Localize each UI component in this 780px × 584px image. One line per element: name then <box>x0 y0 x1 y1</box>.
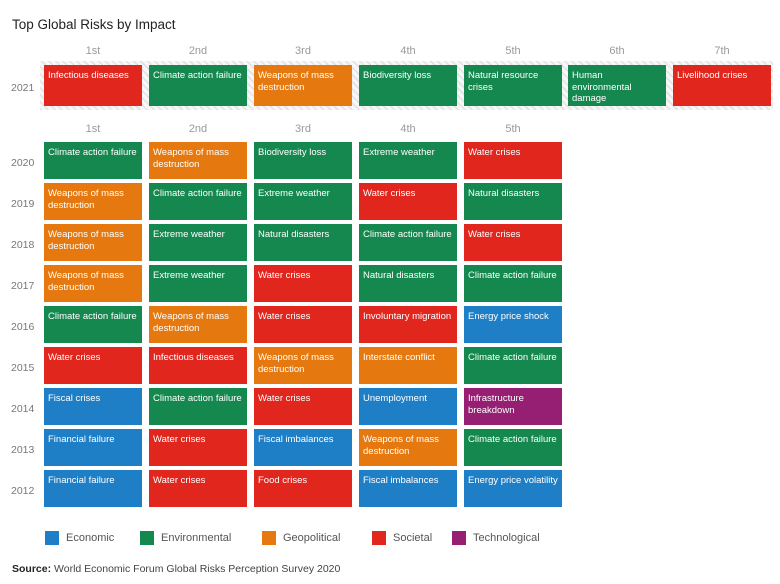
year-label: 2019 <box>11 198 35 210</box>
risk-cell: Extreme weather <box>149 265 247 302</box>
risk-cell: Climate action failure <box>464 265 562 302</box>
risk-cell: Food crises <box>254 470 352 507</box>
risk-cell: Climate action failure <box>464 347 562 384</box>
rank-label: 2nd <box>188 123 208 135</box>
risk-cell: Livelihood crises <box>673 65 771 106</box>
risk-cell: Interstate conflict <box>359 347 457 384</box>
risk-cell: Weapons of mass destruction <box>254 347 352 384</box>
risk-cell: Human environmental damage <box>568 65 666 106</box>
rank-label: 4th <box>400 123 416 135</box>
risk-cell: Climate action failure <box>149 65 247 106</box>
year-label: 2020 <box>11 157 35 169</box>
risk-cell: Biodiversity loss <box>359 65 457 106</box>
risk-cell: Water crises <box>254 306 352 343</box>
risk-cell: Natural disasters <box>254 224 352 261</box>
risk-cell: Natural resource crises <box>464 65 562 106</box>
risk-cell: Extreme weather <box>359 142 457 179</box>
risk-cell: Fiscal imbalances <box>254 429 352 466</box>
year-label: 2021 <box>11 82 35 94</box>
risk-cell: Water crises <box>359 183 457 220</box>
rank-label: 3rd <box>295 123 311 135</box>
risk-cell: Climate action failure <box>149 183 247 220</box>
risk-cell: Water crises <box>44 347 142 384</box>
year-label: 2016 <box>11 321 35 333</box>
rank-label: 4th <box>400 45 416 57</box>
risk-cell: Energy price volatility <box>464 470 562 507</box>
legend-label: Economic <box>66 532 115 544</box>
risk-cell: Climate action failure <box>149 388 247 425</box>
rank-label: 5th <box>505 123 521 135</box>
risk-cell: Infrastructure breakdown <box>464 388 562 425</box>
risk-cell: Biodiversity loss <box>254 142 352 179</box>
risk-cell: Infectious diseases <box>149 347 247 384</box>
rank-label: 5th <box>505 45 521 57</box>
risk-cell: Unemployment <box>359 388 457 425</box>
rank-label: 1st <box>85 45 101 57</box>
risk-cell: Infectious diseases <box>44 65 142 106</box>
chart-title: Top Global Risks by Impact <box>12 17 176 32</box>
legend-label: Technological <box>473 532 540 544</box>
risk-cell: Weapons of mass destruction <box>149 142 247 179</box>
year-label: 2018 <box>11 239 35 251</box>
risk-cell: Extreme weather <box>254 183 352 220</box>
risk-cell: Water crises <box>254 388 352 425</box>
rank-label: 1st <box>85 123 101 135</box>
risk-cell: Energy price shock <box>464 306 562 343</box>
year-label: 2017 <box>11 280 35 292</box>
rank-label: 7th <box>714 45 730 57</box>
source-text: World Economic Forum Global Risks Percep… <box>54 563 341 575</box>
rank-label: 2nd <box>188 45 208 57</box>
year-label: 2012 <box>11 485 35 497</box>
risk-cell: Water crises <box>464 224 562 261</box>
risk-cell: Fiscal crises <box>44 388 142 425</box>
risk-cell: Weapons of mass destruction <box>44 265 142 302</box>
legend-label: Societal <box>393 532 433 544</box>
risk-cell: Water crises <box>464 142 562 179</box>
risk-cell: Water crises <box>149 470 247 507</box>
source-note: Source: World Economic Forum Global Risk… <box>12 563 340 575</box>
rank-label: 6th <box>609 45 625 57</box>
risk-cell: Natural disasters <box>464 183 562 220</box>
legend-swatch <box>372 531 386 545</box>
risk-cell: Climate action failure <box>44 306 142 343</box>
legend-label: Environmental <box>161 532 232 544</box>
year-label: 2014 <box>11 403 35 415</box>
year-label: 2013 <box>11 444 35 456</box>
risk-cell: Financial failure <box>44 429 142 466</box>
risk-cell: Water crises <box>254 265 352 302</box>
legend-swatch <box>262 531 276 545</box>
risk-cell: Weapons of mass destruction <box>44 183 142 220</box>
risk-cell: Weapons of mass destruction <box>44 224 142 261</box>
risk-cell: Climate action failure <box>44 142 142 179</box>
year-label: 2015 <box>11 362 35 374</box>
legend-label: Geopolitical <box>283 532 341 544</box>
risk-cell: Climate action failure <box>359 224 457 261</box>
source-prefix: Source: <box>12 563 52 575</box>
risk-cell: Financial failure <box>44 470 142 507</box>
risk-cell: Involuntary migration <box>359 306 457 343</box>
risk-cell: Weapons of mass destruction <box>254 65 352 106</box>
rank-label: 3rd <box>295 45 311 57</box>
risk-cell: Fiscal imbalances <box>359 470 457 507</box>
risk-cell: Weapons of mass destruction <box>149 306 247 343</box>
legend-swatch <box>140 531 154 545</box>
risk-cell: Water crises <box>149 429 247 466</box>
legend-swatch <box>45 531 59 545</box>
risk-cell: Climate action failure <box>464 429 562 466</box>
legend-swatch <box>452 531 466 545</box>
risk-cell: Natural disasters <box>359 265 457 302</box>
risk-cell: Weapons of mass destruction <box>359 429 457 466</box>
risk-cell: Extreme weather <box>149 224 247 261</box>
